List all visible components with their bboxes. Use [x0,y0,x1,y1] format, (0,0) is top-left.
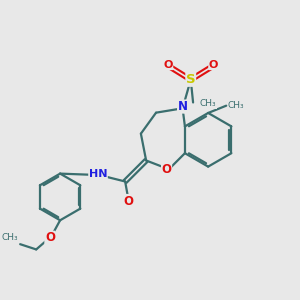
Text: O: O [45,231,55,244]
Text: CH₃: CH₃ [228,100,244,109]
Text: O: O [209,60,218,70]
Text: CH₃: CH₃ [1,233,18,242]
Text: HN: HN [89,169,107,178]
Text: O: O [124,194,134,208]
Text: CH₃: CH₃ [200,99,216,108]
Text: O: O [163,60,173,70]
Text: S: S [186,73,196,86]
Text: O: O [161,163,172,176]
Text: N: N [178,100,188,113]
